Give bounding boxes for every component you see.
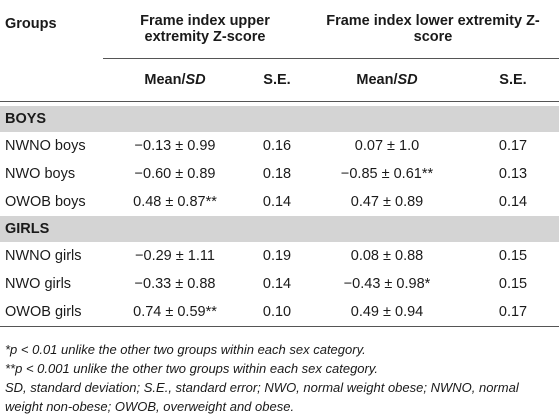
cell-upper-se: 0.14 [262,194,292,210]
cell-group: NWO girls [5,276,72,292]
table-row: NWO boys −0.60 ± 0.89 0.18 −0.85 ± 0.61*… [0,160,559,188]
cell-upper-se: 0.10 [247,298,307,327]
cell-lower-se: 0.15 [498,276,528,292]
cell-upper-mean: −0.29 ± 1.11 [135,248,215,264]
table-row: OWOB boys 0.48 ± 0.87** 0.14 0.47 ± 0.89… [0,188,559,216]
cell-upper-mean: 0.48 ± 0.87** [133,194,217,210]
header-lower-mean: Mean/SD [307,58,467,102]
table-footnotes: *p < 0.01 unlike the other two groups wi… [5,340,555,416]
cell-lower-mean: 0.08 ± 0.88 [350,248,424,264]
footnote-abbreviations: SD, standard deviation; S.E., standard e… [5,380,519,414]
data-table: Groups Frame index upper extremity Z-sco… [0,0,559,327]
mean-label: Mean/ [144,72,186,88]
cell-group: OWOB boys [5,194,86,210]
cell-group: NWNO boys [5,138,86,154]
sd-label: SD [185,72,206,88]
footnote-2: **p < 0.001 unlike the other two groups … [5,361,379,376]
cell-upper-se: 0.19 [262,248,292,264]
cell-lower-mean: 0.49 ± 0.94 [307,298,467,327]
section-girls: GIRLS [0,216,559,242]
cell-lower-mean: 0.07 ± 1.0 [354,138,420,154]
cell-upper-mean: −0.33 ± 0.88 [134,276,216,292]
header-lower-se: S.E. [467,58,559,102]
cell-lower-se: 0.15 [498,248,528,264]
cell-lower-mean: −0.43 ± 0.98* [343,276,431,292]
footnote-1: *p < 0.01 unlike the other two groups wi… [5,342,366,357]
header-lower: Frame index lower extremity Z-score [307,0,559,59]
cell-lower-se: 0.17 [467,298,559,327]
table-row: NWO girls −0.33 ± 0.88 0.14 −0.43 ± 0.98… [0,270,559,298]
cell-upper-mean: −0.60 ± 0.89 [134,166,216,182]
cell-lower-se: 0.14 [498,194,528,210]
cell-lower-se: 0.13 [498,166,528,182]
table-row: OWOB girls 0.74 ± 0.59** 0.10 0.49 ± 0.9… [0,298,559,327]
cell-lower-mean: −0.85 ± 0.61** [340,166,434,182]
section-boys: BOYS [0,106,559,132]
header-upper-mean: Mean/SD [103,58,247,102]
cell-upper-mean: 0.74 ± 0.59** [103,298,247,327]
cell-group: NWNO girls [5,248,82,264]
cell-group: OWOB girls [0,298,103,327]
cell-upper-se: 0.16 [262,138,292,154]
header-upper-se: S.E. [247,58,307,102]
sd-label: SD [397,72,418,88]
section-title: GIRLS [0,216,559,242]
header-groups: Groups [0,0,103,102]
table-row: NWNO girls −0.29 ± 1.11 0.19 0.08 ± 0.88… [0,242,559,270]
mean-label: Mean/ [356,72,398,88]
cell-upper-se: 0.18 [262,166,292,182]
cell-lower-mean: 0.47 ± 0.89 [350,194,424,210]
header-upper: Frame index upper extremity Z-score [103,0,307,59]
cell-upper-mean: −0.13 ± 0.99 [134,138,216,154]
section-title: BOYS [0,106,559,132]
cell-lower-se: 0.17 [498,138,528,154]
cell-upper-se: 0.14 [262,276,292,292]
cell-group: NWO boys [5,166,76,182]
table-row: NWNO boys −0.13 ± 0.99 0.16 0.07 ± 1.0 0… [0,132,559,160]
